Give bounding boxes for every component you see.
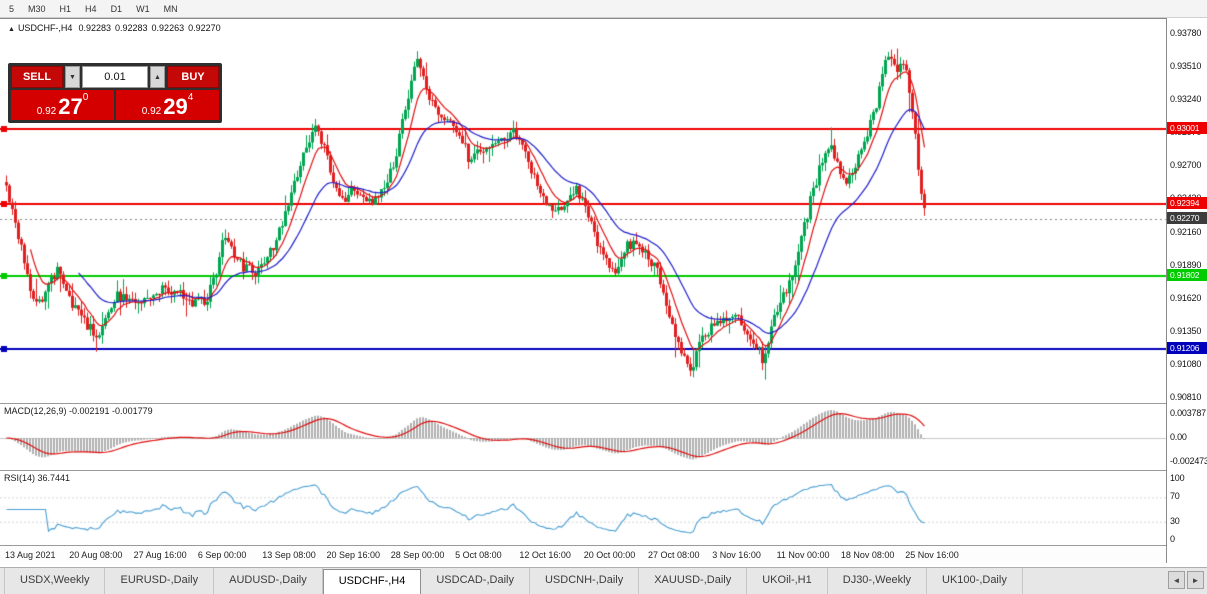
rsi-indicator-pane[interactable]: RSI(14) 36.7441 [0, 470, 1166, 546]
time-axis[interactable]: 13 Aug 2021 20 Aug 08:00 27 Aug 16:00 6 Sep… [0, 545, 1166, 565]
macd-axis-label: 0.00 [1170, 432, 1187, 442]
one-click-trading-panel: SELL ▼ 0.01 ▲ BUY 0.92 27 0 0.92 29 4 [8, 63, 222, 123]
current-price-tag: 0.92270 [1167, 212, 1207, 225]
bid-pipette: 0 [82, 92, 89, 103]
ohlc-low: 0.92263 [151, 23, 185, 33]
level-price-tag[interactable]: 0.92394 [1167, 196, 1207, 209]
macd-axis-label: 0.003787 [1170, 408, 1206, 418]
rsi-axis-label: 100 [1170, 473, 1185, 483]
time-axis-label: 25 Nov 16:00 [905, 550, 959, 560]
tab-scroll-right-button[interactable]: ► [1187, 571, 1204, 589]
volume-increase-button[interactable]: ▲ [150, 66, 165, 88]
macd-label: MACD(12,26,9) -0.002191 -0.001779 [4, 406, 153, 416]
sell-button[interactable]: SELL [11, 66, 63, 88]
chart-tab-usdcnh-daily[interactable]: USDCNH-,Daily [530, 568, 640, 594]
rsi-label: RSI(14) 36.7441 [4, 473, 71, 483]
price-axis[interactable]: 0.937800.935100.932400.929700.927000.924… [1166, 18, 1207, 563]
timeframe-button-w1[interactable]: W1 [136, 3, 150, 14]
tab-scroll-left-button[interactable]: ◄ [1168, 571, 1185, 589]
ohlc-open: 0.92283 [78, 23, 111, 33]
price-axis-label: 0.90810 [1170, 392, 1202, 402]
bid-prefix: 0.92 [36, 106, 57, 117]
ask-prefix: 0.92 [141, 106, 162, 117]
scroll-left-icon: ◄ [1172, 575, 1181, 585]
ohlc-close: 0.92270 [188, 23, 221, 33]
price-axis-label: 0.92700 [1170, 160, 1202, 171]
macd-indicator-pane[interactable]: MACD(12,26,9) -0.002191 -0.001779 [0, 403, 1166, 471]
time-axis-label: 12 Oct 16:00 [519, 550, 571, 560]
buy-button[interactable]: BUY [167, 66, 219, 88]
chart-tab-bar: USDX,Weekly EURUSD-,Daily AUDUSD-,Daily USD… [0, 567, 1207, 594]
time-axis-label: 13 Aug 2021 [5, 550, 56, 560]
tab-scroll-controls: ◄ ► [1168, 571, 1204, 589]
time-axis-label: 27 Oct 08:00 [648, 550, 700, 560]
macd-axis-label: -0.002473 [1170, 456, 1207, 466]
time-axis-label: 11 Nov 00:00 [776, 550, 830, 560]
chart-tab-ukoil-h1[interactable]: UKOil-,H1 [747, 568, 828, 594]
price-axis-label: 0.91080 [1170, 358, 1202, 369]
time-axis-label: 20 Aug 08:00 [69, 550, 123, 560]
ask-price-display[interactable]: 0.92 29 4 [116, 90, 219, 120]
time-axis-label: 20 Oct 00:00 [583, 550, 636, 560]
price-axis-label: 0.93510 [1170, 61, 1202, 72]
chart-tab-usdx-weekly[interactable]: USDX,Weekly [4, 568, 106, 594]
timeframe-button-m30[interactable]: M30 [28, 3, 46, 14]
ohlc-high: 0.92283 [115, 23, 148, 33]
timeframe-button-h4[interactable]: H4 [85, 3, 97, 14]
volume-decrease-button[interactable]: ▼ [65, 66, 80, 88]
price-axis-label: 0.91350 [1170, 325, 1202, 336]
chart-tab-audusd-daily[interactable]: AUDUSD-,Daily [214, 568, 323, 594]
chart-tab-usdchf-h4[interactable]: USDCHF-,H4 [322, 569, 422, 594]
time-axis-label: 28 Sep 00:00 [390, 550, 445, 560]
time-axis-label: 13 Sep 08:00 [262, 550, 316, 560]
chart-tab-dj30-weekly[interactable]: DJ30-,Weekly [828, 568, 928, 594]
time-axis-label: 3 Nov 16:00 [712, 550, 761, 560]
bid-price-display[interactable]: 0.92 27 0 [11, 90, 114, 120]
level-price-tag[interactable]: 0.91206 [1167, 342, 1207, 355]
rsi-axis-label: 0 [1170, 534, 1175, 544]
time-axis-label: 18 Nov 08:00 [840, 550, 895, 560]
main-chart-pane[interactable]: ▲ USDCHF-,H4 0.92283 0.92283 0.92263 0.92270 … [0, 18, 1166, 404]
spinner-up-icon: ▲ [154, 73, 161, 81]
scroll-right-icon: ► [1191, 575, 1200, 585]
price-axis-label: 0.93780 [1170, 28, 1202, 38]
ask-pipette: 4 [187, 92, 194, 103]
timeframe-button-5[interactable]: 5 [9, 3, 15, 14]
chart-tab-eurusd-daily[interactable]: EURUSD-,Daily [105, 568, 215, 594]
spinner-down-icon: ▼ [69, 73, 76, 81]
chart-title: ▲ USDCHF-,H4 0.92283 0.92283 0.92263 0.92270 [8, 23, 225, 33]
chart-window-icon: ▲ [8, 26, 15, 33]
time-axis-label: 20 Sep 16:00 [326, 550, 381, 560]
price-axis-label: 0.92160 [1170, 226, 1202, 237]
chart-tab-xauusd-daily[interactable]: XAUUSD-,Daily [639, 568, 748, 594]
time-axis-label: 6 Sep 00:00 [197, 550, 247, 560]
timeframe-button-mn[interactable]: MN [163, 3, 178, 14]
price-axis-label: 0.91620 [1170, 292, 1202, 303]
time-axis-label: 27 Aug 16:00 [133, 550, 187, 560]
rsi-axis-label: 30 [1170, 515, 1180, 526]
timeframe-toolbar: 5 M30 H1 H4 D1 W1 MN [0, 0, 1207, 18]
time-axis-label: 5 Oct 08:00 [455, 550, 502, 560]
price-axis-label: 0.91890 [1170, 259, 1202, 270]
level-price-tag[interactable]: 0.93001 [1167, 122, 1207, 135]
rsi-axis-label: 70 [1170, 491, 1180, 502]
bid-big-digits: 27 [58, 94, 83, 119]
timeframe-button-h1[interactable]: H1 [59, 3, 72, 14]
price-axis-label: 0.93240 [1170, 94, 1202, 105]
chart-tab-uk100-daily[interactable]: UK100-,Daily [927, 568, 1023, 594]
volume-input[interactable]: 0.01 [82, 66, 148, 88]
timeframe-button-d1[interactable]: D1 [110, 3, 123, 14]
level-price-tag[interactable]: 0.91802 [1167, 269, 1207, 282]
chart-tab-usdcad-daily[interactable]: USDCAD-,Daily [421, 568, 530, 594]
chart-symbol-label: USDCHF-,H4 [17, 23, 73, 33]
rsi-chart-surface[interactable] [0, 471, 1166, 546]
ask-big-digits: 29 [163, 94, 188, 119]
macd-chart-surface[interactable] [0, 404, 1166, 471]
